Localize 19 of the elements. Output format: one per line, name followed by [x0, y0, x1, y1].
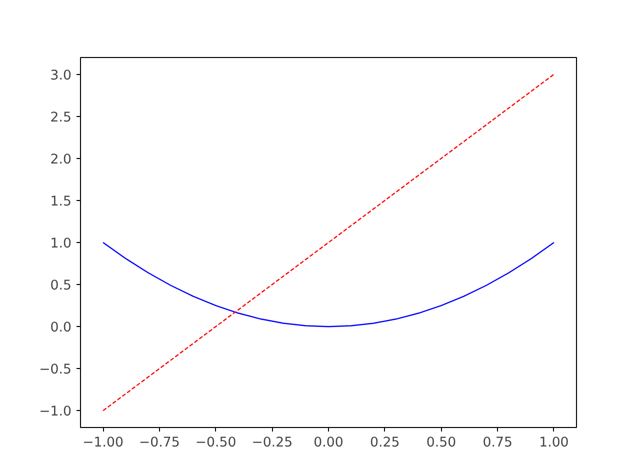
y-tick-label: 1.0 — [50, 236, 72, 252]
y-tick-label: −0.5 — [39, 362, 72, 378]
line-series — [102, 242, 555, 328]
y-tick-label: 0.0 — [50, 320, 72, 336]
x-tick-label: −0.25 — [252, 436, 293, 450]
y-tick-label: 1.5 — [50, 194, 72, 210]
x-tick-label: −0.75 — [138, 436, 180, 450]
y-tick-label: 2.5 — [50, 110, 72, 126]
y-tick-label: 0.5 — [50, 278, 72, 294]
x-tick-label: 0.50 — [426, 436, 456, 450]
x-tick-label: −0.50 — [195, 436, 236, 450]
x-tick-label: 0.75 — [482, 436, 512, 450]
x-tick-label: 1.00 — [539, 436, 569, 450]
y-tick-label: 2.0 — [50, 152, 72, 168]
x-tick-label: 0.25 — [370, 436, 400, 450]
y-tick-label: −1.0 — [39, 404, 72, 420]
x-tick-label: 0.00 — [314, 436, 344, 450]
x-tick-label: −1.00 — [82, 436, 124, 450]
y-tick-label: 3.0 — [50, 68, 72, 84]
